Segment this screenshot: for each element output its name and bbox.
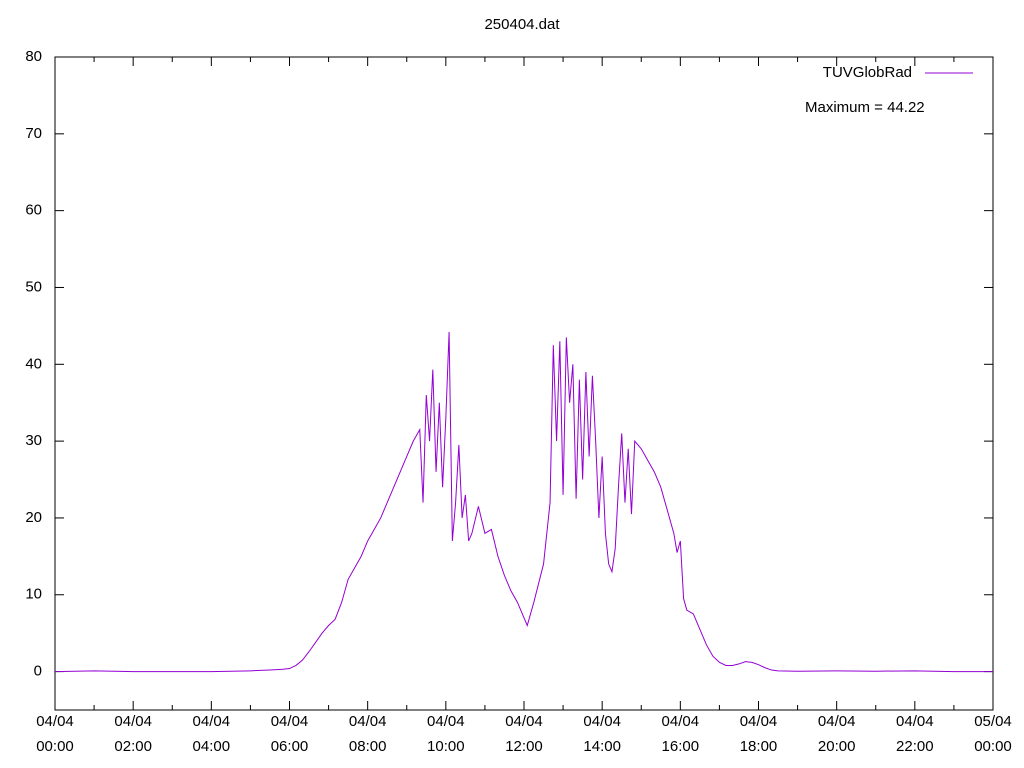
legend-label: TUVGlobRad <box>823 64 912 81</box>
y-tick-label: 50 <box>25 278 42 295</box>
x-tick-label-line: 04/04 <box>896 713 934 730</box>
x-tick-label-line: 04/04 <box>36 713 74 730</box>
x-tick-label-line: 04/04 <box>427 713 465 730</box>
x-tick-label: 04/04 10:00 <box>427 713 465 755</box>
x-tick-label-line: 00:00 <box>36 738 74 755</box>
x-tick-label-line: 00:00 <box>974 738 1012 755</box>
x-tick-label-line: 06:00 <box>271 738 309 755</box>
x-tick-label: 05/04 00:00 <box>974 713 1012 755</box>
y-tick-label: 80 <box>25 48 42 65</box>
x-tick-label-line: 02:00 <box>114 738 152 755</box>
x-tick-label-line: 16:00 <box>662 738 700 755</box>
x-tick-label-line: 04/04 <box>349 713 387 730</box>
y-tick-label: 10 <box>25 586 42 603</box>
y-tick-label: 60 <box>25 202 42 219</box>
x-tick-label-line: 05/04 <box>974 713 1012 730</box>
x-tick-label: 04/04 06:00 <box>271 713 309 755</box>
x-tick-label: 04/04 22:00 <box>896 713 934 755</box>
x-tick-label-line: 18:00 <box>740 738 778 755</box>
y-tick-label: 20 <box>25 509 42 526</box>
data-line <box>54 331 993 673</box>
x-tick-label-line: 04/04 <box>193 713 231 730</box>
y-tick-label: 30 <box>25 432 42 449</box>
x-tick-label-line: 04/04 <box>505 713 543 730</box>
annotation: Maximum = 44.22 <box>805 99 925 116</box>
x-tick-label-line: 14:00 <box>583 738 621 755</box>
chart-title: 250404.dat <box>484 16 560 33</box>
x-tick-label-line: 20:00 <box>818 738 856 755</box>
x-tick-label-line: 04/04 <box>271 713 309 730</box>
x-tick-label-line: 08:00 <box>349 738 387 755</box>
x-tick-label: 04/04 02:00 <box>114 713 152 755</box>
x-tick-label-line: 04/04 <box>583 713 621 730</box>
x-tick-label-line: 10:00 <box>427 738 465 755</box>
x-tick-label: 04/04 00:00 <box>36 713 74 755</box>
x-tick-label: 04/04 16:00 <box>662 713 700 755</box>
y-tick-label: 0 <box>34 663 42 680</box>
x-tick-label: 04/04 08:00 <box>349 713 387 755</box>
x-tick-label: 04/04 04:00 <box>193 713 231 755</box>
x-tick-label-line: 12:00 <box>505 738 543 755</box>
x-tick-label-line: 04:00 <box>193 738 231 755</box>
x-tick-label: 04/04 12:00 <box>505 713 543 755</box>
y-tick-label: 40 <box>25 355 42 372</box>
x-tick-label: 04/04 18:00 <box>740 713 778 755</box>
x-tick-label: 04/04 20:00 <box>818 713 856 755</box>
x-tick-label-line: 04/04 <box>662 713 700 730</box>
y-tick-label: 70 <box>25 125 42 142</box>
x-tick-label-line: 22:00 <box>896 738 934 755</box>
x-tick-label: 04/04 14:00 <box>583 713 621 755</box>
x-tick-label-line: 04/04 <box>818 713 856 730</box>
x-tick-label-line: 04/04 <box>740 713 778 730</box>
x-tick-label-line: 04/04 <box>114 713 152 730</box>
